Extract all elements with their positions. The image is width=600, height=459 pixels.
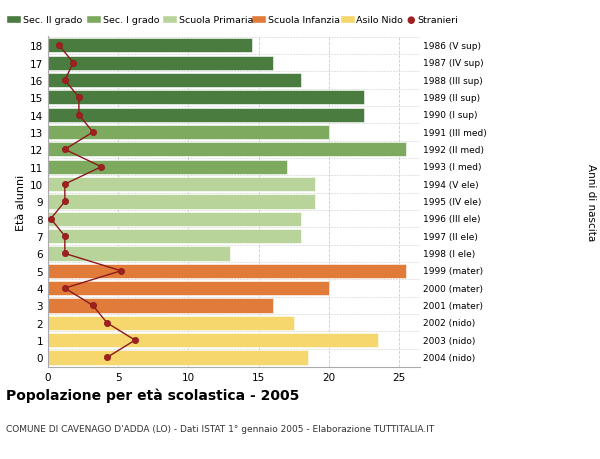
Text: 2003 (nido): 2003 (nido) (423, 336, 475, 345)
Bar (48, 91, 364, 105)
Text: 1999 (mater): 1999 (mater) (423, 267, 483, 276)
Text: 1992 (II med): 1992 (II med) (423, 146, 484, 155)
Text: 2001 (mater): 2001 (mater) (423, 301, 483, 310)
Bar (48, 351, 308, 365)
Text: Asilo Nido: Asilo Nido (356, 16, 403, 25)
Text: 1990 (I sup): 1990 (I sup) (423, 111, 478, 120)
Text: Scuola Primaria: Scuola Primaria (179, 16, 253, 25)
Text: Anni di nascita: Anni di nascita (586, 163, 596, 241)
Bar (48, 126, 329, 140)
Text: 2004 (nido): 2004 (nido) (423, 353, 475, 362)
Bar (48, 247, 230, 261)
Text: Scuola Infanzia: Scuola Infanzia (268, 16, 340, 25)
Y-axis label: Età alunni: Età alunni (16, 174, 26, 230)
Bar (48, 108, 364, 123)
Bar (48, 39, 251, 53)
Text: ●: ● (407, 15, 415, 25)
Bar (48, 316, 293, 330)
Text: Sec. II grado: Sec. II grado (23, 16, 82, 25)
Text: 1993 (I med): 1993 (I med) (423, 163, 482, 172)
Bar (48, 195, 315, 209)
Text: Sec. I grado: Sec. I grado (103, 16, 160, 25)
Text: 2002 (nido): 2002 (nido) (423, 319, 475, 328)
Text: 2000 (mater): 2000 (mater) (423, 284, 483, 293)
Text: 1998 (I ele): 1998 (I ele) (423, 249, 475, 258)
Text: 1991 (III med): 1991 (III med) (423, 128, 487, 137)
Text: Popolazione per età scolastica - 2005: Popolazione per età scolastica - 2005 (6, 388, 299, 403)
Text: 1994 (V ele): 1994 (V ele) (423, 180, 479, 189)
Bar (48, 264, 406, 278)
Text: 1995 (IV ele): 1995 (IV ele) (423, 197, 481, 207)
Text: 1986 (V sup): 1986 (V sup) (423, 42, 481, 51)
Text: COMUNE DI CAVENAGO D'ADDA (LO) - Dati ISTAT 1° gennaio 2005 - Elaborazione TUTTI: COMUNE DI CAVENAGO D'ADDA (LO) - Dati IS… (6, 425, 434, 434)
Bar (48, 212, 301, 226)
Bar (48, 230, 301, 244)
Bar (48, 74, 301, 88)
Text: 1987 (IV sup): 1987 (IV sup) (423, 59, 484, 68)
Text: 1997 (II ele): 1997 (II ele) (423, 232, 478, 241)
Bar (48, 281, 329, 296)
Bar (48, 178, 315, 192)
Bar (48, 143, 406, 157)
Text: 1988 (III sup): 1988 (III sup) (423, 76, 483, 85)
Bar (48, 333, 378, 347)
Text: 1989 (II sup): 1989 (II sup) (423, 94, 480, 103)
Bar (48, 56, 272, 71)
Bar (48, 160, 287, 174)
Bar (48, 299, 272, 313)
Text: 1996 (III ele): 1996 (III ele) (423, 215, 481, 224)
Text: Stranieri: Stranieri (418, 16, 458, 25)
